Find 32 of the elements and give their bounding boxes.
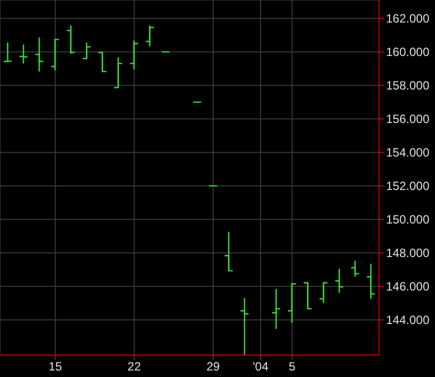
candlestick [66,24,76,54]
candlestick [129,40,139,70]
y-tick-label: 158.000 [386,78,430,93]
x-tick-label: '04 [252,360,269,374]
y-tick-label: 162.000 [386,12,430,26]
candlestick [34,36,44,72]
candlestick [82,42,92,60]
y-tick-label: 154.000 [386,146,430,160]
candlestick [271,288,281,330]
x-tick-label: 22 [128,360,142,374]
candlestick [50,38,60,71]
candlestick [366,263,376,300]
y-tick-label: 148.000 [386,246,430,260]
x-tick-label: 29 [206,360,220,374]
candlestick [114,56,123,88]
y-tick-label: 156.000 [386,112,430,126]
x-tick-label: 5 [288,360,296,374]
candlestick [318,282,328,304]
y-tick-label: 150.000 [386,212,430,227]
candlestick [334,268,344,294]
y-tick-label: 152.000 [386,179,430,194]
y-tick-label: 144.000 [386,313,430,328]
candlestick [3,42,12,62]
candlestick [98,52,108,72]
y-tick-label: 146.000 [386,280,430,294]
candlestick [287,283,297,324]
candlestick [224,231,234,272]
candlestick [145,24,154,48]
candlestick [350,260,360,278]
candlestick [240,297,250,355]
x-tick-label: 15 [48,360,62,374]
y-tick-label: 160.000 [386,45,430,60]
